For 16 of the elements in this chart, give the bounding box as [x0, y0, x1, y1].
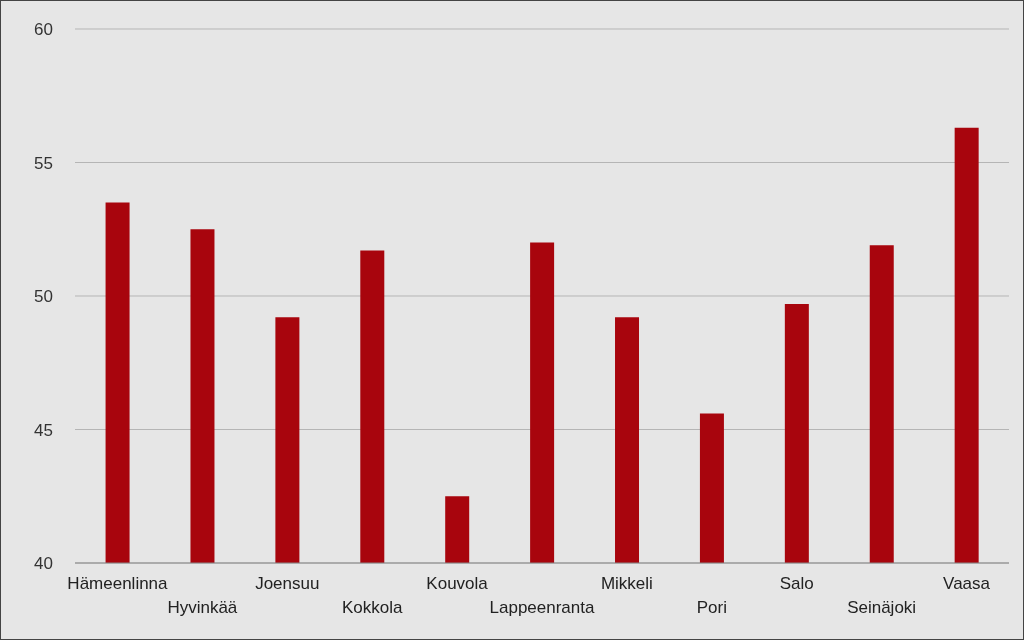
y-tick-label: 60	[34, 20, 53, 40]
y-tick-label: 45	[34, 420, 53, 440]
x-tick-label: Pori	[696, 598, 727, 617]
x-tick-label: Mikkeli	[600, 574, 653, 593]
x-tick-label: Lappeenranta	[489, 598, 596, 617]
x-tick-label: Hämeenlinna	[67, 574, 169, 593]
y-tick-label: 40	[34, 554, 53, 574]
x-tick-label: Vaasa	[943, 574, 991, 593]
x-tick-label: Salo	[779, 574, 814, 593]
x-tick-label: Kokkola	[341, 598, 403, 617]
x-tick-label: Seinäjoki	[847, 598, 917, 617]
x-tick-label: Kouvola	[426, 574, 489, 593]
y-tick-label: 50	[34, 287, 53, 307]
y-tick-label: 55	[34, 153, 53, 173]
x-tick-label: Hyvinkää	[167, 598, 238, 617]
x-tick-label: Joensuu	[255, 574, 320, 593]
